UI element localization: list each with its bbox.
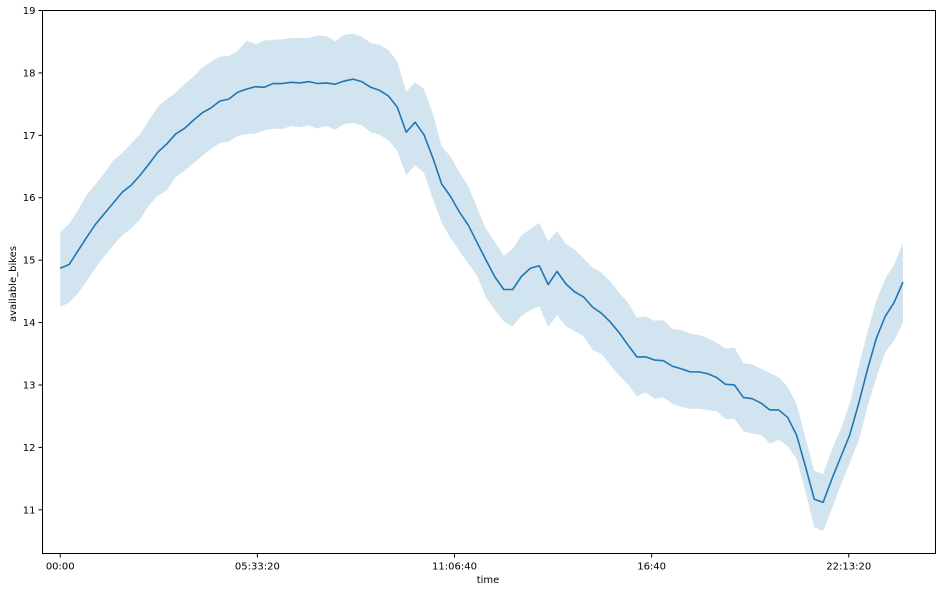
x-tick-label: 00:00	[46, 562, 75, 573]
series-line	[59, 78, 904, 504]
series-line-layer	[59, 78, 904, 504]
y-tick-label: 18	[23, 68, 36, 79]
x-tick-label: 16:40	[637, 562, 666, 573]
y-tick-label: 17	[23, 131, 36, 142]
x-tick-label: 22:13:20	[826, 562, 871, 573]
y-tick-label: 13	[23, 380, 36, 391]
confidence-band-layer	[60, 33, 903, 532]
x-axis-title: time	[477, 575, 500, 586]
x-tick-label: 11:06:40	[432, 562, 477, 573]
y-axis-ticks: 11 12 13 14 15 16 17 18 19	[23, 6, 43, 516]
y-tick-label: 12	[23, 443, 36, 454]
x-axis-ticks: 00:00 05:33:20 11:06:40 16:40 22:13:20	[46, 553, 871, 573]
plot-frame	[42, 10, 936, 554]
confidence-band	[60, 33, 903, 532]
x-tick-label: 05:33:20	[235, 562, 280, 573]
y-tick-label: 16	[23, 193, 36, 204]
y-axis-title: available_bikes	[8, 246, 19, 322]
y-tick-label: 11	[23, 505, 36, 516]
y-tick-label: 14	[23, 318, 36, 329]
y-tick-label: 15	[23, 256, 36, 267]
y-tick-label: 19	[23, 6, 36, 17]
